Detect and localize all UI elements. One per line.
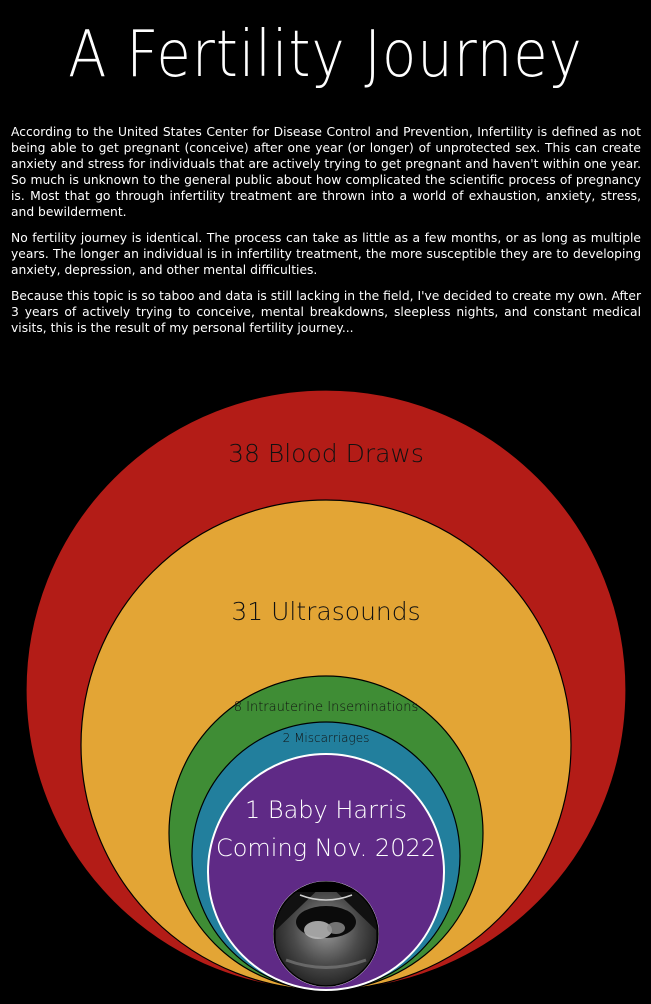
intro-paragraph-2: No fertility journey is identical. The p…	[11, 231, 641, 277]
circle-label-5-sub: Coming Nov. 2022	[216, 834, 436, 862]
page-title: A Fertility Journey	[68, 17, 583, 92]
intro-paragraph-3: Because this topic is so taboo and data …	[11, 289, 641, 335]
circle-label-5: 1 Baby Harris	[245, 796, 407, 824]
ultrasound-photo	[273, 881, 379, 987]
circle-label-4: 2 Miscarriages	[283, 731, 370, 745]
circle-label-1: 38 Blood Draws	[228, 439, 424, 468]
intro-text: According to the United States Center fo…	[11, 124, 641, 346]
circle-label-2: 31 Ultrasounds	[231, 597, 420, 626]
circle-label-3: 8 Intrauterine Inseminations	[234, 700, 419, 715]
intro-paragraph-1: According to the United States Center fo…	[11, 125, 641, 219]
circle-5	[207, 753, 445, 991]
